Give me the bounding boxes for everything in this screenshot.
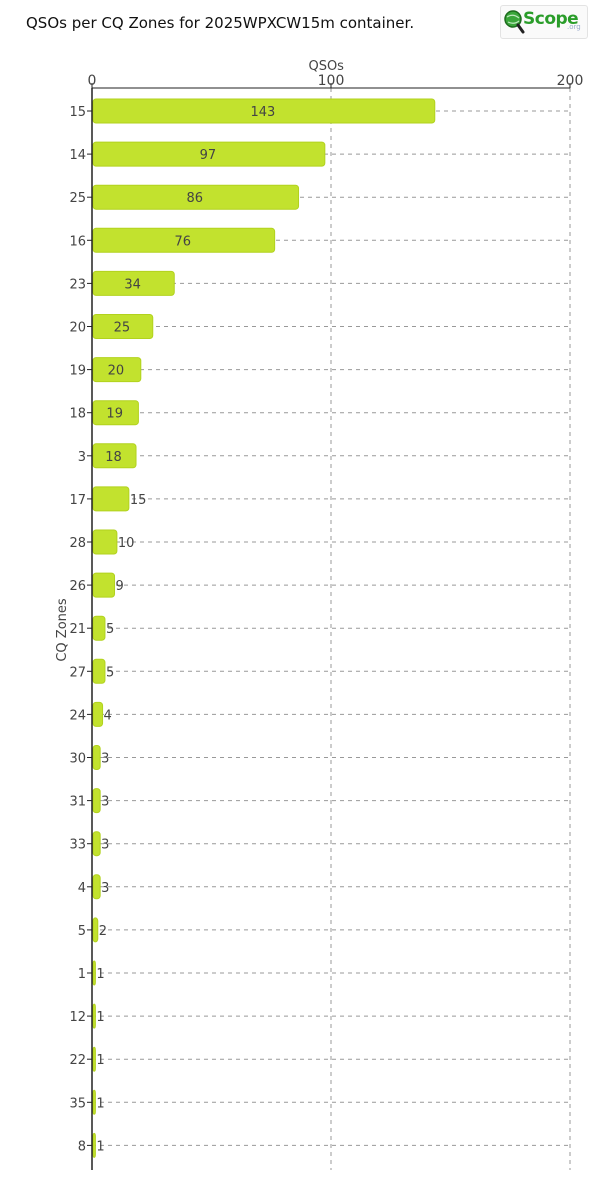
bar-14[interactable] bbox=[92, 141, 326, 167]
y-tick-label: 8 bbox=[78, 1139, 86, 1154]
y-tick-label: 1 bbox=[78, 967, 86, 982]
y-tick-label: 33 bbox=[69, 838, 86, 853]
bar-26[interactable] bbox=[92, 572, 116, 598]
bar-5[interactable] bbox=[92, 917, 99, 943]
y-tick-label: 30 bbox=[69, 752, 86, 767]
bar-3[interactable] bbox=[92, 443, 137, 469]
bar-1[interactable] bbox=[92, 960, 96, 986]
bar-value-label: 19 bbox=[106, 407, 123, 422]
y-tick-label: 16 bbox=[69, 234, 86, 249]
bar-24[interactable] bbox=[92, 701, 104, 727]
bar-22[interactable] bbox=[92, 1046, 96, 1072]
logo-suffix: .org bbox=[567, 23, 581, 31]
axes: 0 100 200QSOs15142516232019183172826212724… bbox=[55, 59, 583, 1170]
y-tick-label: 4 bbox=[78, 881, 86, 896]
logo-text: Scope bbox=[523, 9, 579, 29]
bar-value-label: 5 bbox=[106, 665, 114, 680]
y-tick-label: 23 bbox=[69, 277, 86, 292]
bar-12[interactable] bbox=[92, 1003, 96, 1029]
globe-magnifier-icon bbox=[504, 10, 525, 34]
bar-18[interactable] bbox=[92, 400, 139, 426]
bar-value-label: 86 bbox=[186, 191, 203, 206]
y-tick-label: 12 bbox=[69, 1010, 86, 1025]
bar-value-label: 97 bbox=[200, 148, 217, 163]
chart-title: QSOs per CQ Zones for 2025WPXCW15m conta… bbox=[26, 14, 415, 32]
bar-value-label: 4 bbox=[104, 708, 112, 723]
y-tick-label: 27 bbox=[69, 665, 86, 680]
bar-value-label: 34 bbox=[124, 277, 141, 292]
bar-value-label: 3 bbox=[101, 838, 109, 853]
bar-value-label: 2 bbox=[99, 924, 107, 939]
y-tick-label: 17 bbox=[69, 493, 86, 508]
bar-value-label: 3 bbox=[101, 795, 109, 810]
bar-4[interactable] bbox=[92, 874, 101, 900]
bar-23[interactable] bbox=[92, 270, 175, 296]
qscope-logo[interactable]: Scope .org bbox=[500, 5, 588, 39]
bar-25[interactable] bbox=[92, 184, 300, 210]
y-tick-label: 21 bbox=[69, 622, 86, 637]
y-tick-label: 25 bbox=[69, 191, 86, 206]
bar-20[interactable] bbox=[92, 314, 154, 339]
y-axis-label: CQ Zones bbox=[55, 598, 70, 662]
bar-33[interactable] bbox=[92, 831, 101, 857]
bar-value-label: 25 bbox=[114, 321, 131, 336]
bar-value-label: 1 bbox=[96, 1096, 104, 1111]
bar-value-label: 3 bbox=[101, 752, 109, 767]
y-tick-label: 31 bbox=[69, 795, 86, 810]
y-tick-label: 24 bbox=[69, 708, 86, 723]
y-tick-label: 22 bbox=[69, 1053, 86, 1068]
bar-value-label: 1 bbox=[96, 1139, 104, 1154]
bar-31[interactable] bbox=[92, 788, 101, 814]
bar-value-label: 18 bbox=[105, 450, 122, 465]
y-tick-label: 19 bbox=[69, 364, 86, 379]
bar-35[interactable] bbox=[92, 1089, 96, 1115]
bar-value-label: 3 bbox=[101, 881, 109, 896]
x-tick-label: 200 bbox=[557, 73, 584, 89]
bar-19[interactable] bbox=[92, 357, 142, 383]
y-tick-label: 26 bbox=[69, 579, 86, 594]
bar-value-label: 1 bbox=[96, 967, 104, 982]
bar-value-label: 5 bbox=[106, 622, 114, 637]
y-tick-label: 3 bbox=[78, 450, 86, 465]
x-tick-label: 0 bbox=[88, 73, 97, 89]
bar-value-label: 15 bbox=[130, 493, 147, 508]
y-tick-label: 20 bbox=[69, 321, 86, 336]
bar-value-label: 20 bbox=[108, 364, 125, 379]
bar-27[interactable] bbox=[92, 658, 106, 684]
y-tick-label: 18 bbox=[69, 407, 86, 422]
bar-17[interactable] bbox=[92, 486, 130, 512]
bar-8[interactable] bbox=[92, 1132, 96, 1158]
bar-16[interactable] bbox=[92, 227, 276, 253]
bar-value-label: 1 bbox=[96, 1053, 104, 1068]
y-tick-label: 35 bbox=[69, 1096, 86, 1111]
x-tick-label: 100 bbox=[318, 73, 345, 89]
y-tick-label: 5 bbox=[78, 924, 86, 939]
y-tick-label: 28 bbox=[69, 536, 86, 551]
bar-value-label: 1 bbox=[96, 1010, 104, 1025]
bar-value-label: 143 bbox=[250, 105, 275, 120]
x-axis-label: QSOs bbox=[308, 59, 344, 74]
bar-value-label: 9 bbox=[116, 579, 124, 594]
bar-value-label: 76 bbox=[175, 234, 192, 249]
bars: 143 97 86 76 34 25 20 19 18 15 10 9 5 5 4 3 3 3 3 2 1 1 1 1 1 bbox=[92, 98, 436, 1158]
y-tick-label: 14 bbox=[69, 148, 86, 163]
bar-28[interactable] bbox=[92, 529, 118, 555]
bar-21[interactable] bbox=[92, 615, 106, 641]
bar-value-label: 10 bbox=[118, 536, 135, 551]
y-tick-label: 15 bbox=[69, 105, 86, 120]
bar-30[interactable] bbox=[92, 745, 101, 770]
bar-15[interactable] bbox=[92, 98, 436, 124]
